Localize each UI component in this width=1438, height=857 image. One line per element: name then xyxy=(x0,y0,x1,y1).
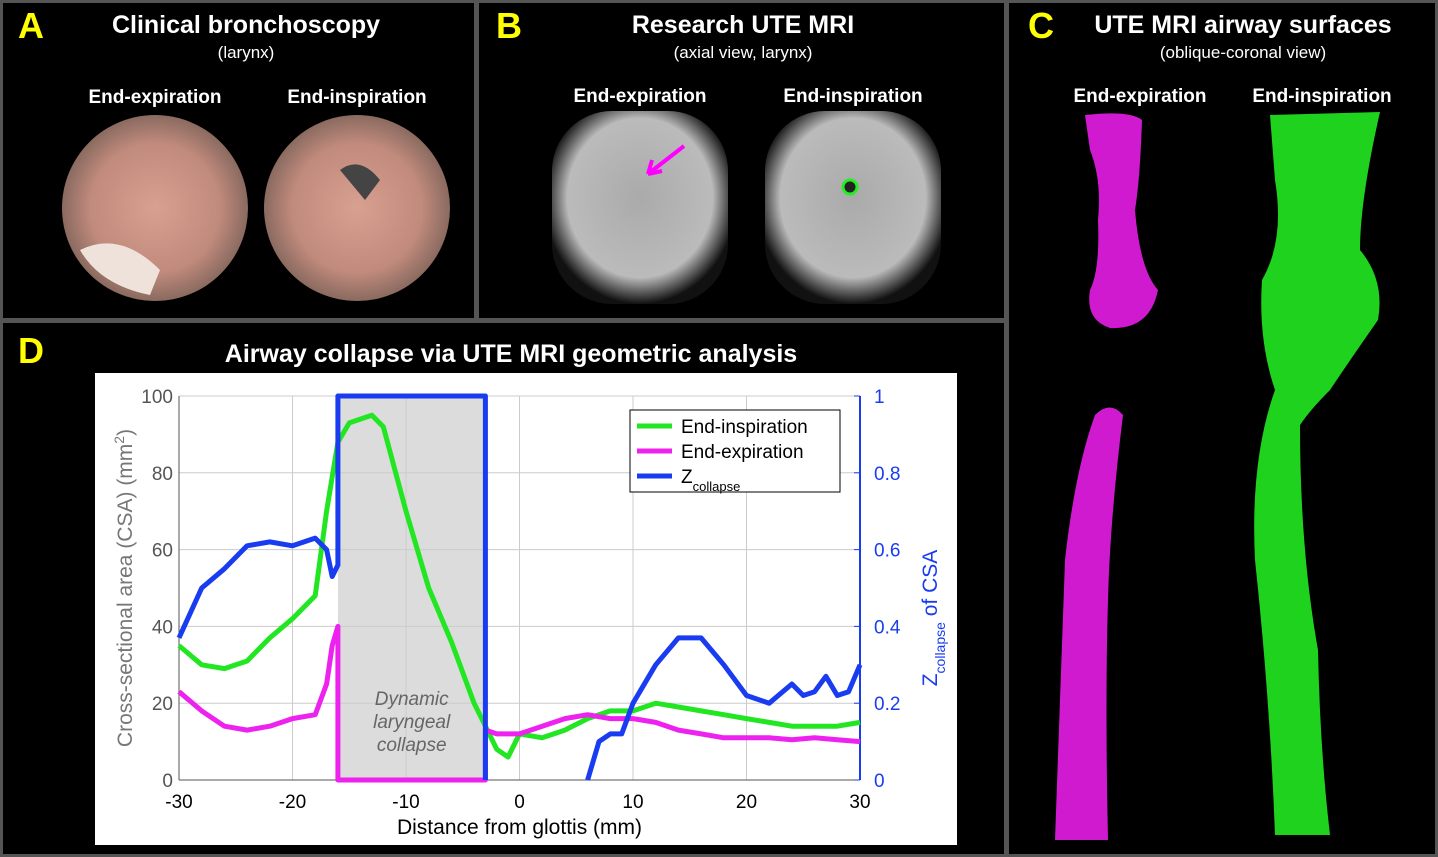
y-tick-label: 100 xyxy=(141,387,173,408)
x-tick-label: -10 xyxy=(392,792,419,813)
series-line xyxy=(177,412,861,760)
y2-tick-label: 0.6 xyxy=(874,541,900,562)
y2-tick-label: 1 xyxy=(874,387,885,408)
arrow xyxy=(646,144,686,176)
y2-axis-label-part: Z xyxy=(919,673,942,686)
y2-tick-label: 0 xyxy=(874,771,885,792)
airway-surface xyxy=(1254,112,1380,835)
scope-detail xyxy=(80,243,160,295)
series-line xyxy=(177,623,861,783)
y-axis-label-part: 2 xyxy=(111,436,127,444)
panel-letter: C xyxy=(1028,5,1054,46)
panel-letter: D xyxy=(18,330,44,371)
airway-surface xyxy=(1055,407,1123,840)
y-axis-label: Cross-sectional area (CSA) (mm2) xyxy=(111,429,137,747)
x-axis-label: Distance from glottis (mm) xyxy=(397,816,642,839)
scope-image xyxy=(264,115,450,301)
legend-name: Z xyxy=(681,467,693,488)
panel-title: Clinical bronchoscopy xyxy=(112,11,380,39)
y-axis-label-part: Cross-sectional area (CSA) (mm xyxy=(114,444,137,747)
x-tick-label: 30 xyxy=(849,792,870,813)
y2-axis-label: Zcollapse of CSA xyxy=(919,550,948,687)
panel-title: Research UTE MRI xyxy=(632,11,854,39)
x-tick-label: -20 xyxy=(279,792,306,813)
y2-tick-label: 0.8 xyxy=(874,464,900,485)
annotation: collapse xyxy=(377,735,447,756)
x-tick-label: 0 xyxy=(514,792,525,813)
y-tick-label: 0 xyxy=(162,771,173,792)
y-tick-label: 80 xyxy=(152,464,173,485)
chart-title: Airway collapse via UTE MRI geometric an… xyxy=(225,340,797,368)
legend-label: Zcollapse xyxy=(681,467,740,494)
annotation: laryngeal xyxy=(373,712,451,733)
x-tick-label: 20 xyxy=(736,792,757,813)
y-tick-label: 40 xyxy=(152,617,173,638)
legend-name: End-expiration xyxy=(681,442,804,463)
image-label: End-expiration xyxy=(88,87,221,108)
image-label: End-inspiration xyxy=(287,87,426,108)
series-line xyxy=(176,393,863,781)
y-tick-label: 20 xyxy=(152,694,173,715)
y2-tick-label: 0.4 xyxy=(874,617,901,638)
panel-letter: A xyxy=(18,5,44,46)
panel-title: UTE MRI airway surfaces xyxy=(1094,11,1391,39)
y2-tick-label: 0.2 xyxy=(874,694,900,715)
image-label: End-expiration xyxy=(1073,86,1206,107)
y2-axis-label-part: of CSA xyxy=(919,550,942,622)
y-tick-label: 60 xyxy=(152,541,173,562)
annotation: Dynamic xyxy=(375,689,449,710)
legend-label: End-expiration xyxy=(681,442,804,463)
airway-outline xyxy=(841,178,859,196)
image-label: End-inspiration xyxy=(1252,86,1391,107)
panel-subtitle: (axial view, larynx) xyxy=(674,43,813,62)
y-axis-label-part: ) xyxy=(114,429,137,436)
mri-image xyxy=(552,111,728,304)
mri-image xyxy=(765,111,941,304)
x-tick-label: -30 xyxy=(165,792,192,813)
scope-detail xyxy=(340,164,380,200)
x-tick-label: 10 xyxy=(622,792,643,813)
panel-letter: B xyxy=(496,5,522,46)
panel-subtitle: (oblique-coronal view) xyxy=(1160,43,1326,62)
image-label: End-expiration xyxy=(573,86,706,107)
collapse-region xyxy=(337,396,486,780)
airway-surface xyxy=(1085,113,1158,329)
legend-name: End-inspiration xyxy=(681,417,808,438)
image-label: End-inspiration xyxy=(783,86,922,107)
y2-axis-label-part: collapse xyxy=(932,622,948,674)
legend-sub: collapse xyxy=(693,479,741,494)
legend-label: End-inspiration xyxy=(681,417,808,438)
panel-subtitle: (larynx) xyxy=(218,43,275,62)
